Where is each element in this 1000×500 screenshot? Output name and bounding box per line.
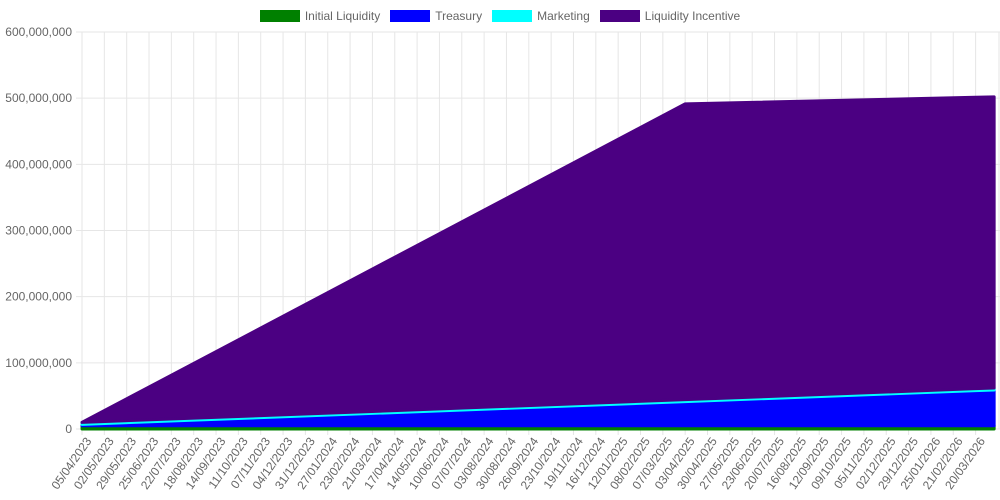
series-areas [80,95,996,431]
legend-swatch [599,10,640,22]
y-axis-ticks: 0 100,000,000 200,000,000 300,000,000 400,00… [5,25,72,436]
legend-swatch [390,10,431,22]
legend-swatch [259,10,300,22]
y-tick-label: 600,000,000 [5,25,72,39]
y-tick-label: 200,000,000 [5,290,72,304]
y-tick-label: 300,000,000 [5,224,72,238]
legend-label: Treasury [435,9,483,23]
legend-label: Liquidity Incentive [644,9,741,23]
y-tick-label: 100,000,000 [5,356,72,370]
legend-item-treasury[interactable]: Treasury [390,9,482,23]
legend-item-marketing[interactable]: Marketing [492,9,590,23]
y-tick-label: 0 [65,422,72,436]
x-axis-ticks: 05/04/202302/05/202329/05/202325/06/2023… [49,434,989,491]
legend: Initial Liquidity Treasury Marketing Liq… [0,6,1000,26]
y-tick-label: 500,000,000 [5,91,72,105]
legend-item-initial-liquidity[interactable]: Initial Liquidity [259,9,381,23]
legend-label: Initial Liquidity [304,9,381,23]
area-liquidity-incentive [80,95,996,424]
legend-label: Marketing [537,9,590,23]
y-tick-label: 400,000,000 [5,157,72,171]
legend-item-liquidity-incentive[interactable]: Liquidity Incentive [599,9,741,23]
legend-swatch [492,10,533,22]
